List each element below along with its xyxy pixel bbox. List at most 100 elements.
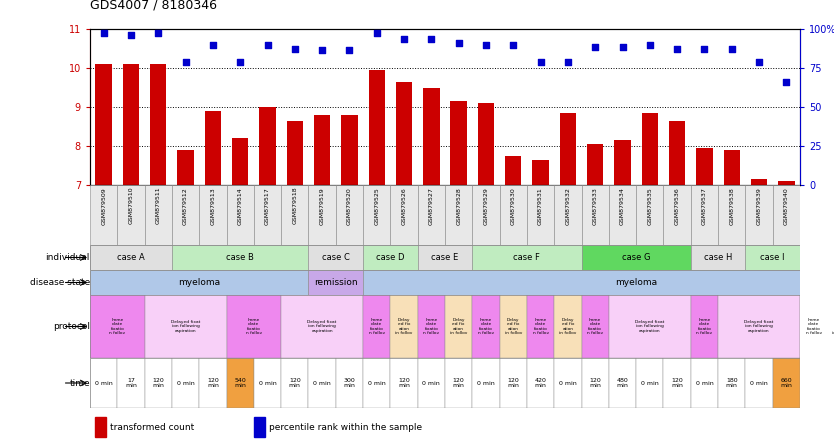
Point bbox=[234, 59, 247, 66]
Bar bbox=[172, 185, 199, 245]
Bar bbox=[396, 82, 412, 185]
Bar bbox=[500, 185, 527, 245]
Bar bbox=[500, 358, 527, 408]
Text: case B: case B bbox=[226, 253, 254, 262]
Bar bbox=[555, 185, 581, 245]
Text: 0 min: 0 min bbox=[95, 381, 113, 385]
Bar bbox=[227, 295, 281, 358]
Point bbox=[206, 41, 219, 48]
Bar bbox=[587, 144, 603, 185]
Bar bbox=[691, 358, 718, 408]
Text: myeloma: myeloma bbox=[615, 278, 657, 287]
Bar bbox=[150, 64, 167, 185]
Text: Imme
diate
fixatio
n follov: Imme diate fixatio n follov bbox=[533, 317, 549, 335]
Bar bbox=[581, 245, 691, 270]
Bar bbox=[669, 121, 686, 185]
Bar bbox=[615, 140, 631, 185]
Text: case G: case G bbox=[622, 253, 651, 262]
Point bbox=[506, 41, 520, 48]
Text: 0 min: 0 min bbox=[477, 381, 495, 385]
Text: GSM879528: GSM879528 bbox=[456, 187, 461, 225]
Bar bbox=[555, 358, 581, 408]
Text: GSM879537: GSM879537 bbox=[702, 187, 707, 225]
Bar bbox=[555, 295, 581, 358]
Bar bbox=[691, 185, 718, 245]
Text: case F: case F bbox=[514, 253, 540, 262]
Text: GSM879538: GSM879538 bbox=[729, 187, 734, 225]
Text: GSM879526: GSM879526 bbox=[401, 187, 406, 225]
Text: time: time bbox=[69, 378, 90, 388]
Text: Imme
diate
fixatio
n follov: Imme diate fixatio n follov bbox=[806, 317, 821, 335]
Bar bbox=[204, 111, 221, 185]
Text: GDS4007 / 8180346: GDS4007 / 8180346 bbox=[90, 0, 217, 12]
Bar bbox=[696, 148, 712, 185]
Point bbox=[643, 41, 656, 48]
Bar bbox=[363, 245, 418, 270]
Bar bbox=[532, 160, 549, 185]
Point bbox=[480, 41, 493, 48]
Bar bbox=[746, 358, 772, 408]
Point bbox=[780, 78, 793, 85]
Bar bbox=[281, 185, 309, 245]
Point bbox=[261, 41, 274, 48]
Point bbox=[315, 47, 329, 54]
Text: protocol: protocol bbox=[53, 322, 90, 331]
Bar bbox=[800, 295, 827, 358]
Bar bbox=[581, 358, 609, 408]
Text: myeloma: myeloma bbox=[178, 278, 220, 287]
Bar bbox=[418, 295, 445, 358]
Bar bbox=[281, 358, 309, 408]
Bar bbox=[144, 295, 227, 358]
Bar bbox=[527, 358, 555, 408]
Text: 0 min: 0 min bbox=[641, 381, 659, 385]
Point bbox=[671, 45, 684, 52]
Bar bbox=[418, 245, 472, 270]
Bar bbox=[363, 270, 834, 295]
Point bbox=[288, 45, 301, 52]
Text: GSM879514: GSM879514 bbox=[238, 187, 243, 225]
Bar bbox=[772, 358, 800, 408]
Bar bbox=[641, 113, 658, 185]
Text: Delayed fixat
ion following
aspiration: Delayed fixat ion following aspiration bbox=[308, 320, 337, 333]
Bar bbox=[287, 121, 303, 185]
Point bbox=[561, 59, 575, 66]
Bar bbox=[363, 358, 390, 408]
Bar bbox=[636, 358, 664, 408]
Bar bbox=[724, 150, 740, 185]
Text: 0 min: 0 min bbox=[314, 381, 331, 385]
Text: percentile rank within the sample: percentile rank within the sample bbox=[269, 423, 422, 432]
Bar bbox=[772, 185, 800, 245]
Text: GSM879535: GSM879535 bbox=[647, 187, 652, 225]
Text: 17
min: 17 min bbox=[125, 377, 137, 388]
Text: 660
min: 660 min bbox=[781, 377, 792, 388]
Bar bbox=[232, 138, 249, 185]
Bar bbox=[827, 295, 834, 358]
Text: GSM879531: GSM879531 bbox=[538, 187, 543, 225]
Text: GSM879512: GSM879512 bbox=[183, 187, 188, 225]
Point bbox=[179, 59, 193, 66]
Bar bbox=[718, 358, 746, 408]
Text: Imme
diate
fixatio
n follov: Imme diate fixatio n follov bbox=[109, 317, 125, 335]
Text: Delay
ed fix
ation
in follov: Delay ed fix ation in follov bbox=[560, 317, 576, 335]
Point bbox=[752, 59, 766, 66]
Bar bbox=[118, 358, 144, 408]
Point bbox=[425, 35, 438, 42]
Text: GSM879534: GSM879534 bbox=[620, 187, 625, 225]
Bar bbox=[445, 358, 472, 408]
Text: 0 min: 0 min bbox=[368, 381, 385, 385]
Text: 180
min: 180 min bbox=[726, 377, 737, 388]
Bar bbox=[90, 270, 309, 295]
Point bbox=[615, 43, 629, 50]
Point bbox=[343, 47, 356, 54]
Text: Imme
diate
fixatio
n follov: Imme diate fixatio n follov bbox=[478, 317, 494, 335]
Bar bbox=[90, 245, 172, 270]
Bar bbox=[363, 295, 390, 358]
Bar bbox=[691, 295, 718, 358]
Bar bbox=[445, 295, 472, 358]
Text: case C: case C bbox=[322, 253, 349, 262]
Bar bbox=[505, 156, 521, 185]
Bar bbox=[199, 358, 227, 408]
Text: GSM879530: GSM879530 bbox=[510, 187, 515, 225]
Text: remission: remission bbox=[314, 278, 358, 287]
Point bbox=[397, 35, 410, 42]
